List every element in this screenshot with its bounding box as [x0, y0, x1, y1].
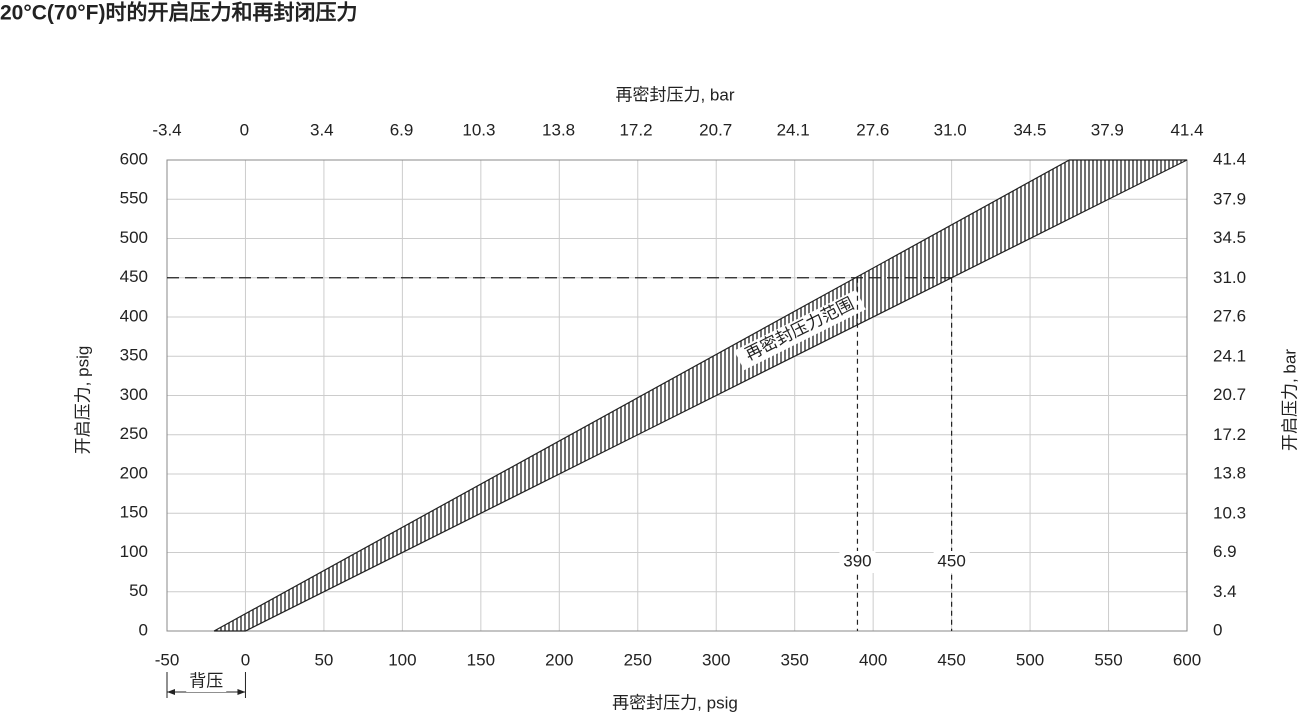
x2-tick-label: 31.0: [934, 120, 967, 139]
x2-tick-label: 27.6: [856, 120, 889, 139]
x2-tick-label: 41.4: [1170, 120, 1203, 139]
x-axis-title: 再密封压力, psig: [612, 693, 738, 712]
x-tick-label: 50: [314, 650, 333, 669]
x2-tick-label: -3.4: [152, 120, 181, 139]
x-tick-label: 550: [1094, 650, 1122, 669]
y2-tick-label: 6.9: [1213, 542, 1237, 561]
x2-tick-label: 17.2: [619, 120, 652, 139]
y2-tick-label: 20.7: [1213, 385, 1246, 404]
x2-tick-label: 24.1: [777, 120, 810, 139]
y2-tick-label: 31.0: [1213, 268, 1246, 287]
y-tick-label: 200: [120, 463, 148, 482]
x-tick-label: 350: [781, 650, 809, 669]
y2-tick-label: 37.9: [1213, 189, 1246, 208]
x-tick-label: 600: [1173, 650, 1201, 669]
x-tick-label: 250: [624, 650, 652, 669]
y2-tick-label: 27.6: [1213, 306, 1246, 325]
x2-tick-label: 10.3: [462, 120, 495, 139]
chart-title: 20°C(70°F)时的开启压力和再封闭压力: [0, 1, 358, 25]
y-axis-title: 开启压力, psig: [73, 346, 92, 455]
x2-tick-label: 20.7: [699, 120, 732, 139]
y2-tick-label: 3.4: [1213, 582, 1237, 601]
reference-label-bg: [933, 551, 970, 573]
y2-tick-label: 17.2: [1213, 425, 1246, 444]
x-tick-label: 200: [545, 650, 573, 669]
reference-label: 390: [843, 551, 871, 570]
y2-tick-label: 0: [1213, 620, 1222, 639]
x2-tick-label: 3.4: [310, 120, 334, 139]
reference-label: 450: [937, 551, 965, 570]
x-tick-label: 500: [1016, 650, 1044, 669]
y2-tick-label: 13.8: [1213, 463, 1246, 482]
bracket-label-bg: [186, 672, 227, 692]
y-tick-label: 250: [120, 424, 148, 443]
y2-tick-label: 41.4: [1213, 149, 1246, 168]
x-tick-label: 0: [241, 650, 250, 669]
y-tick-label: 500: [120, 228, 148, 247]
x-tick-label: 450: [937, 650, 965, 669]
x-tick-label: -50: [155, 650, 180, 669]
x-tick-label: 150: [467, 650, 495, 669]
x2-tick-label: 13.8: [542, 120, 575, 139]
y-tick-label: 0: [139, 620, 148, 639]
y2-axis-title: 开启压力, bar: [1280, 349, 1299, 451]
y-tick-label: 350: [120, 346, 148, 365]
bracket-label: 背压: [189, 671, 223, 690]
y2-tick-label: 10.3: [1213, 503, 1246, 522]
arrow-head: [167, 689, 246, 695]
y2-tick-label: 24.1: [1213, 346, 1246, 365]
x2-tick-label: 0: [240, 120, 249, 139]
x-tick-label: 100: [388, 650, 416, 669]
y-tick-label: 100: [120, 542, 148, 561]
x2-tick-label: 37.9: [1091, 120, 1124, 139]
x2-tick-label: 6.9: [390, 120, 414, 139]
x-tick-label: 300: [702, 650, 730, 669]
y-tick-label: 450: [120, 267, 148, 286]
y-tick-label: 550: [120, 189, 148, 208]
y-tick-label: 300: [120, 385, 148, 404]
y-tick-label: 50: [129, 581, 148, 600]
band-label-bg: [734, 289, 866, 371]
plot-frame: [166, 159, 1188, 632]
y2-tick-label: 34.5: [1213, 228, 1246, 247]
y-tick-label: 150: [120, 503, 148, 522]
x2-axis-title: 再密封压力, bar: [615, 85, 734, 104]
y-tick-label: 600: [120, 149, 148, 168]
x-tick-label: 400: [859, 650, 887, 669]
x2-tick-label: 34.5: [1013, 120, 1046, 139]
y-tick-label: 400: [120, 306, 148, 325]
reference-label-bg: [839, 551, 876, 573]
